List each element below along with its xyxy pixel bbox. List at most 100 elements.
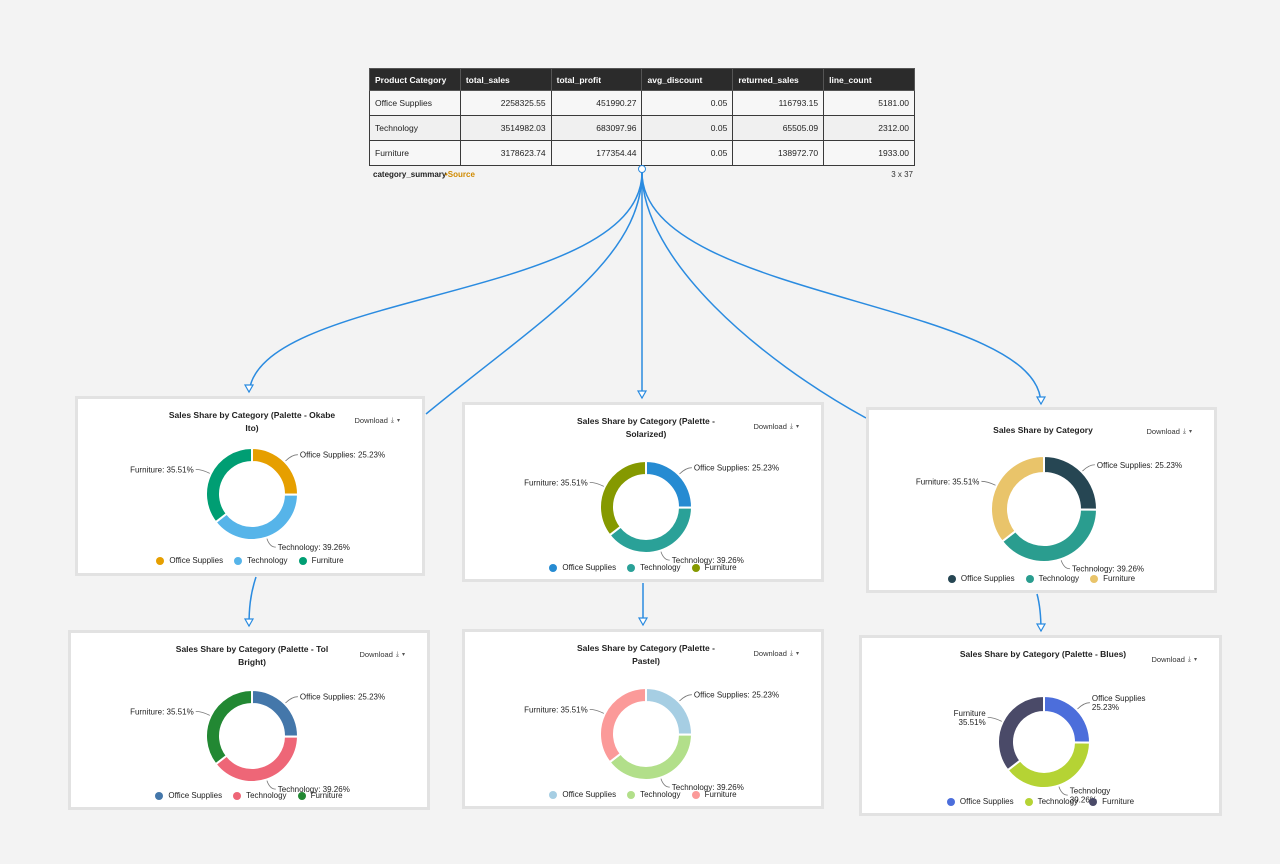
legend-swatch [155, 791, 164, 800]
download-label: Download [1146, 427, 1180, 436]
table-row: Technology 3514982.03 683097.96 0.05 655… [369, 115, 915, 141]
chart-card-solarized[interactable]: Sales Share by Category (Palette - Solar… [462, 402, 824, 582]
edge-arrowhead [1035, 396, 1047, 406]
chart-card-blues[interactable]: Sales Share by Category (Palette - Blues… [859, 635, 1222, 816]
donut-slice[interactable] [1043, 694, 1091, 744]
chevron-down-icon[interactable]: ▾ [795, 424, 799, 430]
legend-swatch [549, 563, 558, 572]
legend-label: Office Supplies [959, 797, 1014, 806]
legend-item[interactable]: Technology [233, 791, 287, 800]
donut-slice[interactable] [205, 688, 253, 766]
legend-item[interactable]: Technology [234, 556, 288, 565]
donut-slice[interactable] [645, 686, 693, 736]
legend-item[interactable]: Office Supplies [155, 791, 222, 800]
legend-item[interactable]: Furniture [691, 790, 737, 799]
label-leader-line [987, 716, 1002, 722]
legend-item[interactable]: Office Supplies [156, 556, 223, 565]
legend-item[interactable]: Furniture [1089, 797, 1134, 806]
legend-item[interactable]: Technology [627, 790, 681, 799]
legend-item[interactable]: Technology [1025, 574, 1079, 583]
download-button[interactable]: Download ⤓ ▾ [754, 649, 799, 658]
label-leader-line [266, 780, 276, 790]
slice-data-label: Office Supplies: 25.23% [694, 691, 779, 700]
slice-data-label: Furniture: 35.51% [524, 705, 588, 714]
download-button[interactable]: Download ⤓ ▾ [355, 416, 400, 425]
output-port[interactable] [638, 165, 646, 173]
chart-title: Sales Share by Category (Palette - Okabe… [168, 410, 336, 433]
donut-slice[interactable] [205, 446, 253, 524]
chevron-down-icon[interactable]: ▾ [1193, 657, 1197, 663]
slice-data-label: Technology: 39.26% [1072, 565, 1144, 574]
chevron-down-icon[interactable]: ▾ [1188, 429, 1192, 435]
column-header[interactable]: Product Category [369, 68, 461, 91]
donut-slice[interactable] [214, 735, 300, 783]
download-button[interactable]: Download ⤓ ▾ [360, 650, 405, 659]
column-header[interactable]: line_count [823, 68, 915, 91]
donut-slice[interactable] [1000, 508, 1099, 563]
column-header[interactable]: total_sales [459, 68, 552, 91]
donut-slice[interactable] [599, 686, 647, 764]
column-header[interactable]: total_profit [550, 68, 643, 91]
donut-slice[interactable] [1043, 454, 1098, 511]
legend-item[interactable]: Office Supplies [549, 563, 616, 572]
chevron-down-icon[interactable]: ▾ [795, 651, 799, 657]
donut-slice[interactable] [645, 459, 693, 509]
chevron-down-icon[interactable]: ▾ [401, 652, 405, 658]
donut-slice[interactable] [214, 493, 300, 541]
donut-slice[interactable] [997, 694, 1045, 772]
donut-chart: Office Supplies: 25.23% Technology: 39.26… [130, 688, 385, 794]
donut-slice[interactable] [608, 506, 694, 554]
legend-item[interactable]: Furniture [298, 556, 344, 565]
legend-item[interactable]: Office Supplies [946, 797, 1014, 806]
chart-title: Sales Share by Category (Palette - Paste… [577, 643, 715, 666]
legend-item[interactable]: Office Supplies [947, 574, 1015, 583]
chart-card-pastel[interactable]: Sales Share by Category (Palette - Paste… [462, 629, 824, 809]
donut-slice[interactable] [251, 446, 299, 496]
label-leader-line [285, 696, 298, 704]
legend-label: Technology [247, 556, 288, 565]
column-header[interactable]: returned_sales [732, 68, 825, 91]
legend-label: Office Supplies [562, 790, 617, 799]
chart-title: Sales Share by Category [993, 425, 1093, 435]
legend-label: Office Supplies [169, 556, 224, 565]
legend-item[interactable]: Technology [1024, 797, 1079, 806]
legend-label: Furniture [704, 563, 737, 572]
category-summary-table-node[interactable]: Product Category total_sales total_profi… [369, 68, 915, 183]
legend-item[interactable]: Furniture [297, 791, 343, 800]
chevron-down-icon[interactable]: ▾ [396, 418, 400, 424]
chart-legend: Office Supplies Technology Furniture [465, 790, 821, 799]
column-header[interactable]: avg_discount [641, 68, 734, 91]
label-leader-line [1077, 702, 1090, 710]
donut-slice[interactable] [599, 459, 647, 537]
legend-swatch [691, 790, 700, 799]
source-link[interactable]: •Source [445, 170, 475, 179]
table-footer: category_summary •Source 3 x 37 [369, 169, 915, 183]
edge-arrowhead [243, 618, 255, 628]
legend-swatch [627, 790, 636, 799]
donut-slice[interactable] [251, 688, 299, 738]
download-button[interactable]: Download ⤓ ▾ [754, 422, 799, 431]
slice-data-label: Furniture: 35.51% [130, 707, 194, 716]
legend-item[interactable]: Furniture [691, 563, 737, 572]
legend-label: Technology [1037, 797, 1079, 806]
donut-slice[interactable] [990, 454, 1045, 543]
donut-slice[interactable] [608, 733, 694, 781]
legend-item[interactable]: Office Supplies [549, 790, 616, 799]
download-button[interactable]: Download ⤓ ▾ [1152, 655, 1197, 664]
download-button[interactable]: Download ⤓ ▾ [1147, 427, 1192, 436]
chart-legend: Office Supplies Technology Furniture [465, 563, 821, 572]
chart-card-tol-bright[interactable]: Sales Share by Category (Palette - Tol B… [68, 630, 430, 810]
legend-item[interactable]: Technology [627, 563, 681, 572]
chart-card-okabe-ito[interactable]: Sales Share by Category (Palette - Okabe… [75, 396, 425, 576]
label-leader-line [266, 538, 276, 548]
label-leader-line [981, 480, 996, 486]
donut-slice[interactable] [1006, 741, 1092, 789]
legend-swatch [298, 556, 307, 565]
legend-label: Furniture [704, 790, 737, 799]
table-cell: 1933.00 [823, 140, 915, 166]
legend-label: Furniture [310, 791, 343, 800]
table-cell: 2312.00 [823, 115, 915, 141]
download-label: Download [1151, 655, 1185, 664]
chart-card-default[interactable]: Sales Share by Category Download ⤓ ▾ Offic… [866, 407, 1217, 593]
legend-item[interactable]: Furniture [1090, 574, 1135, 583]
